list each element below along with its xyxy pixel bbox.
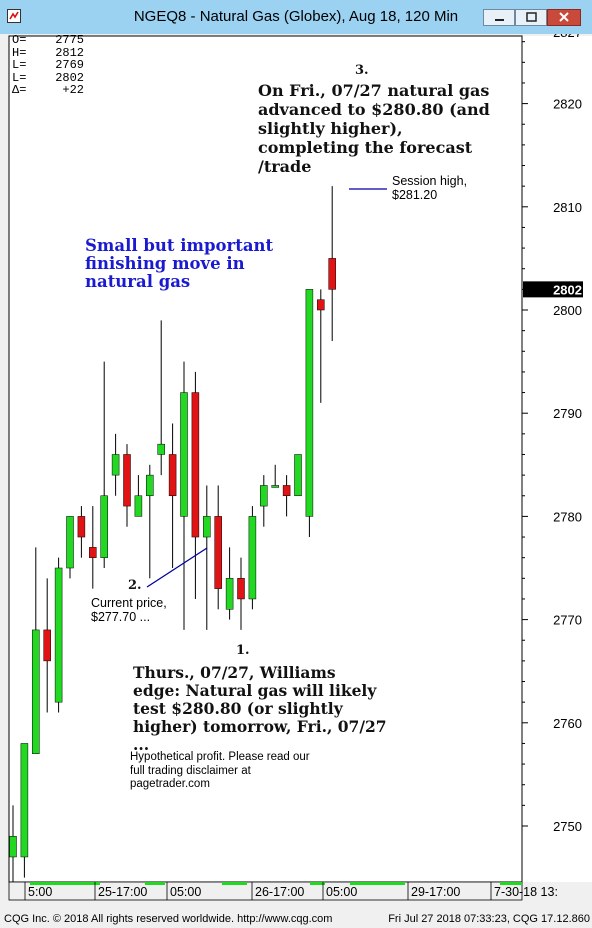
session-marker — [310, 882, 325, 885]
annotation-3-number: 3. — [355, 63, 369, 78]
price-chart: 2750 2760 2770 2780 2790 2800 2810 2820 2827 2802… — [0, 25, 592, 910]
x-axis-bar — [8, 881, 523, 901]
session-marker — [500, 882, 522, 885]
window-title: NGEQ8 - Natural Gas (Globex), Aug 18, 12… — [133, 8, 459, 25]
status-right: Fri Jul 27 2018 07:33:23, CQG 17.12.860 — [388, 913, 590, 925]
candle-body — [225, 578, 234, 610]
annotation-3-text: On Fri., 07/27 natural gas advanced to $… — [258, 81, 490, 176]
candle-body — [203, 516, 211, 538]
candle-body — [168, 454, 177, 497]
candle-body — [317, 299, 325, 311]
candle-body — [89, 547, 97, 558]
x-tick-label: 7-30-18 13: — [494, 885, 558, 899]
x-tick-label: 5:00 — [28, 885, 52, 899]
candle-body — [146, 474, 154, 497]
stat-open: O= 2775 — [12, 33, 84, 47]
candle-body — [66, 516, 74, 569]
maximize-button[interactable] — [515, 9, 547, 26]
annotation-2-text: Current price, $277.70 ... — [91, 596, 167, 624]
chart-area: 2750 2760 2770 2780 2790 2800 2810 2820 2827 2802… — [0, 25, 592, 910]
candle-body — [328, 258, 336, 290]
ohlc-readout: O= 2775 H= 2812 L= 2769 L= 2802 Δ= +22 — [12, 34, 84, 97]
candle-body — [9, 836, 17, 858]
candle-body — [123, 454, 131, 507]
y-tick-label: 2760 — [553, 716, 582, 731]
session-marker — [350, 882, 405, 885]
x-tick-label: 29-17:00 — [411, 885, 460, 899]
candle-body — [294, 454, 302, 497]
minimize-button[interactable] — [483, 9, 515, 26]
y-tick-label: 2780 — [553, 509, 582, 524]
disclaimer-text: Hypothetical profit. Please read our ful… — [130, 751, 310, 790]
candle-body — [191, 392, 200, 538]
candle-body — [180, 392, 188, 517]
annotation-1-number: 1. — [236, 643, 250, 658]
minimize-icon — [495, 19, 504, 21]
candle-body — [237, 578, 245, 600]
y-tick-label: 2820 — [553, 97, 582, 112]
annotation-1-text: Thurs., 07/27, Williams edge: Natural ga… — [133, 663, 387, 754]
y-tick-label: 2790 — [553, 406, 582, 421]
candle-body — [157, 443, 165, 455]
candle-body — [111, 454, 120, 476]
annotation-2-number: 2. — [128, 578, 142, 593]
y-tick-label: 2750 — [553, 819, 582, 834]
y-tick-label: 2770 — [553, 613, 582, 628]
candle-body — [134, 495, 143, 517]
maximize-icon — [526, 12, 537, 22]
candle-body — [214, 516, 222, 589]
candle-body — [282, 485, 291, 497]
session-marker — [145, 882, 165, 885]
stat-high: H= 2812 — [12, 45, 84, 60]
status-bar: CQG Inc. © 2018 All rights reserved worl… — [0, 910, 592, 928]
close-icon — [559, 12, 569, 22]
last-price-label: 2802 — [553, 282, 582, 297]
x-tick-label: 25-17:00 — [98, 885, 147, 899]
candle-body — [43, 629, 51, 662]
y-tick-label-top: 2827 — [553, 34, 582, 40]
candle-body — [20, 743, 29, 858]
candle-body — [54, 567, 63, 703]
session-marker — [222, 882, 247, 885]
x-tick-label: 26-17:00 — [255, 885, 304, 899]
y-tick-label: 2810 — [553, 200, 582, 215]
candle-body — [77, 516, 86, 538]
app-icon — [7, 9, 21, 23]
stat-last: L= 2802 — [12, 70, 84, 85]
stat-low: L= 2769 — [12, 58, 84, 73]
candle-body — [32, 629, 40, 755]
last-price-box — [523, 281, 583, 298]
candle-body — [305, 289, 314, 517]
candle-body — [260, 485, 268, 507]
candle-body — [248, 516, 257, 600]
close-button[interactable] — [547, 9, 581, 26]
x-tick-label: 05:00 — [170, 885, 201, 899]
session-marker — [30, 882, 100, 885]
plot-background — [8, 35, 523, 883]
status-left: CQG Inc. © 2018 All rights reserved worl… — [4, 913, 333, 925]
candle-body — [100, 495, 108, 558]
current-price-pointer-line — [146, 547, 208, 588]
stat-change: Δ= +22 — [12, 83, 84, 98]
session-high-label: Session high, $281.20 — [392, 174, 468, 202]
y-tick-label: 2800 — [553, 303, 582, 318]
x-tick-label: 05:00 — [326, 885, 357, 899]
window-titlebar: NGEQ8 - Natural Gas (Globex), Aug 18, 12… — [0, 0, 592, 34]
y-axis-strip — [522, 36, 592, 882]
candle-body — [271, 485, 279, 488]
blue-note: Small but important finishing move in na… — [85, 236, 274, 291]
